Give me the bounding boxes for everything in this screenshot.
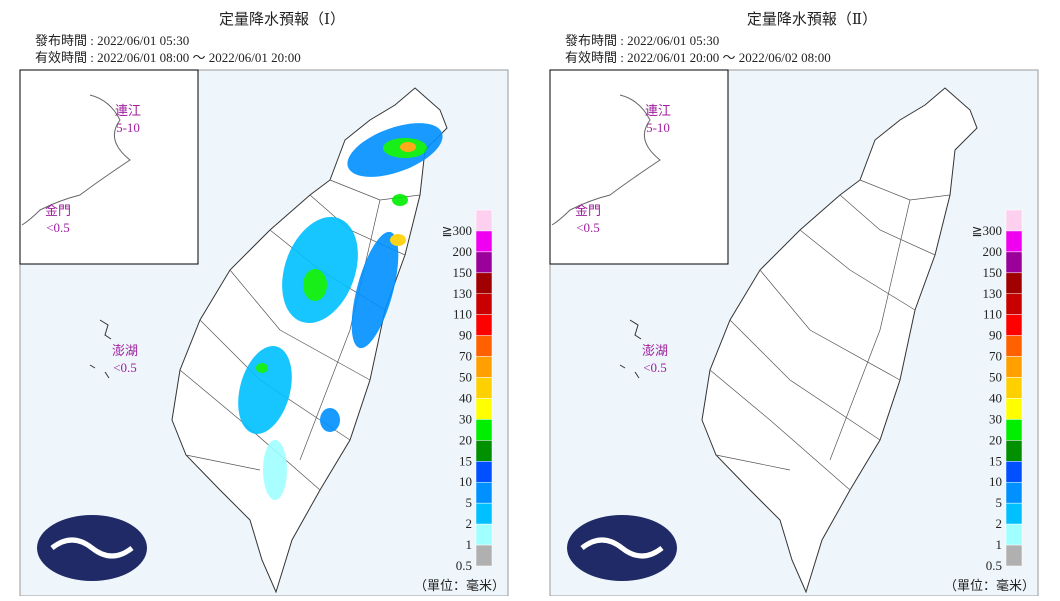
legend-label: 200 bbox=[453, 244, 473, 259]
legend-label: 50 bbox=[989, 370, 1002, 385]
legend-label: ≧300 bbox=[972, 223, 1002, 238]
legend-swatch bbox=[1005, 419, 1023, 441]
legend-label: 90 bbox=[459, 328, 472, 343]
inset-value: <0.5 bbox=[576, 220, 600, 235]
legend-label: 40 bbox=[989, 390, 1002, 405]
legend-label: 1 bbox=[996, 537, 1003, 552]
legend-label: 70 bbox=[989, 349, 1002, 364]
legend-label: 2 bbox=[996, 516, 1003, 531]
legend-swatch bbox=[475, 419, 493, 441]
legend-label: 150 bbox=[453, 265, 473, 280]
legend-swatch bbox=[475, 377, 493, 399]
legend-swatch bbox=[1005, 440, 1023, 462]
legend-label: 20 bbox=[459, 432, 472, 447]
valid-time: 有效時間 : 2022/06/01 20:00 ～ 2022/06/02 08:… bbox=[565, 50, 831, 65]
legend-label: 15 bbox=[989, 453, 1002, 468]
panel-title: 定量降水預報（Ⅰ） bbox=[219, 11, 345, 28]
legend-swatch bbox=[1005, 461, 1023, 483]
legend-swatch bbox=[475, 440, 493, 462]
legend-swatch bbox=[1005, 523, 1023, 546]
issued-time: 發布時間 : 2022/06/01 05:30 bbox=[565, 33, 719, 48]
legend-label: 5 bbox=[996, 495, 1003, 510]
map-panel-2 bbox=[550, 70, 1038, 596]
legend-swatch bbox=[475, 209, 493, 232]
legend-label: 90 bbox=[989, 328, 1002, 343]
inset-name: 澎湖 bbox=[112, 343, 138, 358]
legend-label: 30 bbox=[989, 411, 1002, 426]
legend-label: 200 bbox=[983, 244, 1003, 259]
legend-swatch bbox=[1005, 293, 1023, 315]
legend-swatch bbox=[1005, 335, 1023, 357]
legend-label: 5 bbox=[466, 495, 473, 510]
legend-swatch bbox=[1005, 272, 1023, 295]
legend-label: 30 bbox=[459, 411, 472, 426]
legend-label: 2 bbox=[466, 516, 473, 531]
legend-swatch bbox=[1005, 314, 1023, 336]
unit-label: （單位：毫米） bbox=[944, 578, 1035, 593]
legend-label: 10 bbox=[989, 474, 1002, 489]
legend-swatch bbox=[1005, 356, 1023, 378]
legend-swatch bbox=[475, 544, 493, 567]
legend-swatch bbox=[1005, 502, 1023, 525]
legend-swatch bbox=[475, 335, 493, 357]
inset-value: <0.5 bbox=[46, 220, 70, 235]
legend-label: 15 bbox=[459, 453, 472, 468]
legend-label: 70 bbox=[459, 349, 472, 364]
inset-name: 金門 bbox=[575, 203, 601, 218]
legend-swatch bbox=[475, 230, 493, 253]
legend-label: 110 bbox=[983, 307, 1002, 322]
legend-swatch bbox=[1005, 481, 1023, 504]
legend-swatch bbox=[1005, 377, 1023, 399]
legend-label: 20 bbox=[989, 432, 1002, 447]
valid-time: 有效時間 : 2022/06/01 08:00 ～ 2022/06/01 20:… bbox=[35, 50, 301, 65]
legend-swatch bbox=[475, 251, 493, 274]
legend-swatch bbox=[475, 461, 493, 483]
inset-value: 5-10 bbox=[646, 120, 670, 135]
legend-label: 10 bbox=[459, 474, 472, 489]
inset-value: 5-10 bbox=[116, 120, 140, 135]
inset-name: 連江 bbox=[645, 103, 671, 118]
legend-swatch bbox=[475, 272, 493, 295]
legend-label: 110 bbox=[453, 307, 472, 322]
legend-swatch bbox=[1005, 251, 1023, 274]
legend-label: 1 bbox=[466, 537, 473, 552]
legend-swatch bbox=[1005, 398, 1023, 420]
generated: 定量降水預報（Ⅰ） 發布時間 : 2022/06/01 05:30 有效時間 : 2… bbox=[35, 11, 1035, 593]
legend-swatch bbox=[475, 481, 493, 504]
legend-swatch bbox=[475, 523, 493, 546]
inset-value: <0.5 bbox=[643, 360, 667, 375]
issued-time: 發布時間 : 2022/06/01 05:30 bbox=[35, 33, 189, 48]
legend-label: 40 bbox=[459, 390, 472, 405]
inset-name: 澎湖 bbox=[642, 343, 668, 358]
legend-swatch bbox=[1005, 230, 1023, 253]
legend-swatch bbox=[475, 356, 493, 378]
legend-swatch bbox=[475, 398, 493, 420]
legend-label: ≧300 bbox=[442, 223, 472, 238]
legend-label: 0.5 bbox=[986, 558, 1002, 573]
inset-name: 連江 bbox=[115, 103, 141, 118]
legend-swatch bbox=[475, 314, 493, 336]
legend-label: 150 bbox=[983, 265, 1003, 280]
legend-swatch bbox=[1005, 544, 1023, 567]
unit-label: （單位：毫米） bbox=[414, 578, 505, 593]
legend-swatch bbox=[1005, 209, 1023, 232]
legend-label: 130 bbox=[983, 286, 1003, 301]
inset-name: 金門 bbox=[45, 203, 71, 218]
inset-value: <0.5 bbox=[113, 360, 137, 375]
legend-label: 0.5 bbox=[456, 558, 472, 573]
legend-swatch bbox=[475, 293, 493, 315]
legend-label: 130 bbox=[453, 286, 473, 301]
rain-areas bbox=[238, 123, 443, 500]
legend-swatch bbox=[475, 502, 493, 525]
panel-title: 定量降水預報（Ⅱ） bbox=[747, 11, 877, 28]
legend-label: 50 bbox=[459, 370, 472, 385]
